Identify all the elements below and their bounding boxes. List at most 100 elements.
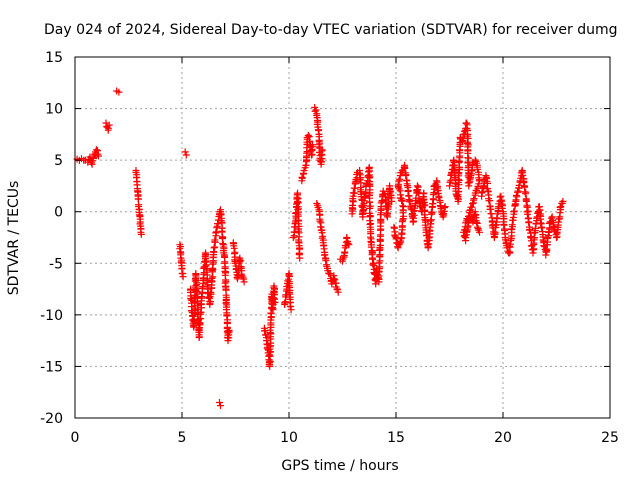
- data-point: [181, 148, 189, 156]
- data-point: [240, 278, 248, 286]
- y-tick-label: -20: [40, 411, 63, 427]
- chart-title: Day 024 of 2024, Sidereal Day-to-day VTE…: [44, 22, 618, 38]
- data-point: [356, 176, 364, 184]
- data-point: [525, 219, 533, 227]
- data-point: [425, 234, 433, 242]
- data-point: [369, 260, 377, 268]
- data-point: [427, 217, 435, 225]
- data-point: [179, 273, 187, 281]
- data-point: [540, 242, 548, 250]
- y-tick-label: 5: [54, 153, 63, 169]
- data-point: [318, 146, 326, 154]
- data-point: [469, 199, 477, 207]
- data-point: [424, 243, 432, 251]
- y-tick-label: -5: [49, 256, 63, 272]
- x-tick-label: 25: [601, 430, 619, 446]
- data-point: [304, 131, 312, 139]
- data-point: [366, 198, 373, 206]
- data-point: [137, 230, 145, 238]
- y-tick-label: -10: [40, 308, 63, 324]
- plot-area-border: [74, 56, 611, 419]
- data-point: [402, 172, 410, 179]
- data-point: [524, 210, 531, 218]
- data-point: [322, 257, 330, 265]
- x-tick-label: 5: [178, 430, 187, 446]
- data-point: [537, 219, 545, 227]
- data-point: [476, 228, 483, 236]
- data-point: [478, 188, 486, 196]
- data-point: [411, 204, 419, 212]
- x-tick-label: 0: [71, 430, 80, 446]
- data-point: [104, 124, 112, 132]
- data-point: [559, 197, 567, 205]
- data-point: [115, 88, 123, 96]
- data-point: [90, 151, 98, 159]
- data-point: [399, 216, 407, 224]
- data-point: [498, 204, 506, 212]
- y-tick-label: 15: [45, 50, 63, 66]
- x-tick-label: 10: [280, 430, 298, 446]
- data-point: [493, 215, 501, 223]
- data-point: [526, 226, 534, 233]
- y-axis-label: SDTVAR / TECUs: [6, 181, 22, 296]
- data-point: [398, 195, 406, 203]
- data-point: [105, 121, 113, 129]
- data-point: [208, 274, 216, 282]
- data-point: [182, 151, 190, 159]
- data-point: [238, 272, 246, 280]
- data-point: [343, 234, 351, 241]
- data-point: [557, 203, 565, 211]
- data-point: [545, 228, 553, 236]
- data-point: [309, 141, 316, 149]
- data-point: [344, 239, 352, 247]
- data-point: [496, 193, 504, 201]
- data-point: [225, 326, 233, 334]
- data-point: [435, 194, 443, 201]
- y-tick-label: -15: [40, 359, 63, 375]
- data-point: [522, 190, 529, 198]
- x-axis-label: GPS time / hours: [281, 458, 398, 474]
- data-point: [513, 193, 521, 201]
- data-point: [287, 306, 295, 314]
- data-point: [216, 399, 223, 406]
- x-tick-label: 15: [387, 430, 405, 446]
- data-point: [556, 204, 564, 211]
- data-point: [176, 245, 184, 253]
- data-point: [92, 146, 100, 154]
- data-point: [400, 203, 407, 211]
- data-point: [219, 240, 227, 248]
- data-point: [474, 165, 481, 173]
- data-point: [312, 106, 320, 114]
- data-point: [471, 156, 479, 164]
- data-point: [356, 169, 363, 177]
- data-point: [451, 180, 459, 187]
- y-tick-label: 0: [54, 205, 63, 221]
- data-point: [296, 254, 304, 262]
- x-tick-label: 20: [494, 430, 512, 446]
- data-point: [487, 210, 495, 218]
- data-point: [396, 175, 404, 183]
- data-point: [414, 188, 422, 196]
- data-point: [520, 179, 528, 187]
- data-point: [538, 224, 546, 232]
- data-point: [550, 223, 558, 231]
- data-point: [545, 219, 553, 227]
- data-point: [466, 209, 474, 217]
- data-point: [471, 191, 479, 199]
- axis-ticks: [74, 56, 611, 419]
- data-point: [211, 236, 219, 244]
- data-point: [388, 197, 396, 205]
- y-tick-label: 10: [45, 102, 63, 118]
- data-point: [217, 402, 224, 410]
- data-point: [345, 241, 353, 249]
- data-point: [331, 276, 339, 284]
- x-tick-labels: 0 5 10 15 20 25: [71, 430, 619, 446]
- data-point: [95, 152, 102, 160]
- data-point: [202, 261, 210, 269]
- data-point: [334, 288, 342, 296]
- data-point: [441, 203, 449, 211]
- data-points: [73, 87, 567, 410]
- data-point: [271, 299, 279, 306]
- data-point: [473, 218, 481, 226]
